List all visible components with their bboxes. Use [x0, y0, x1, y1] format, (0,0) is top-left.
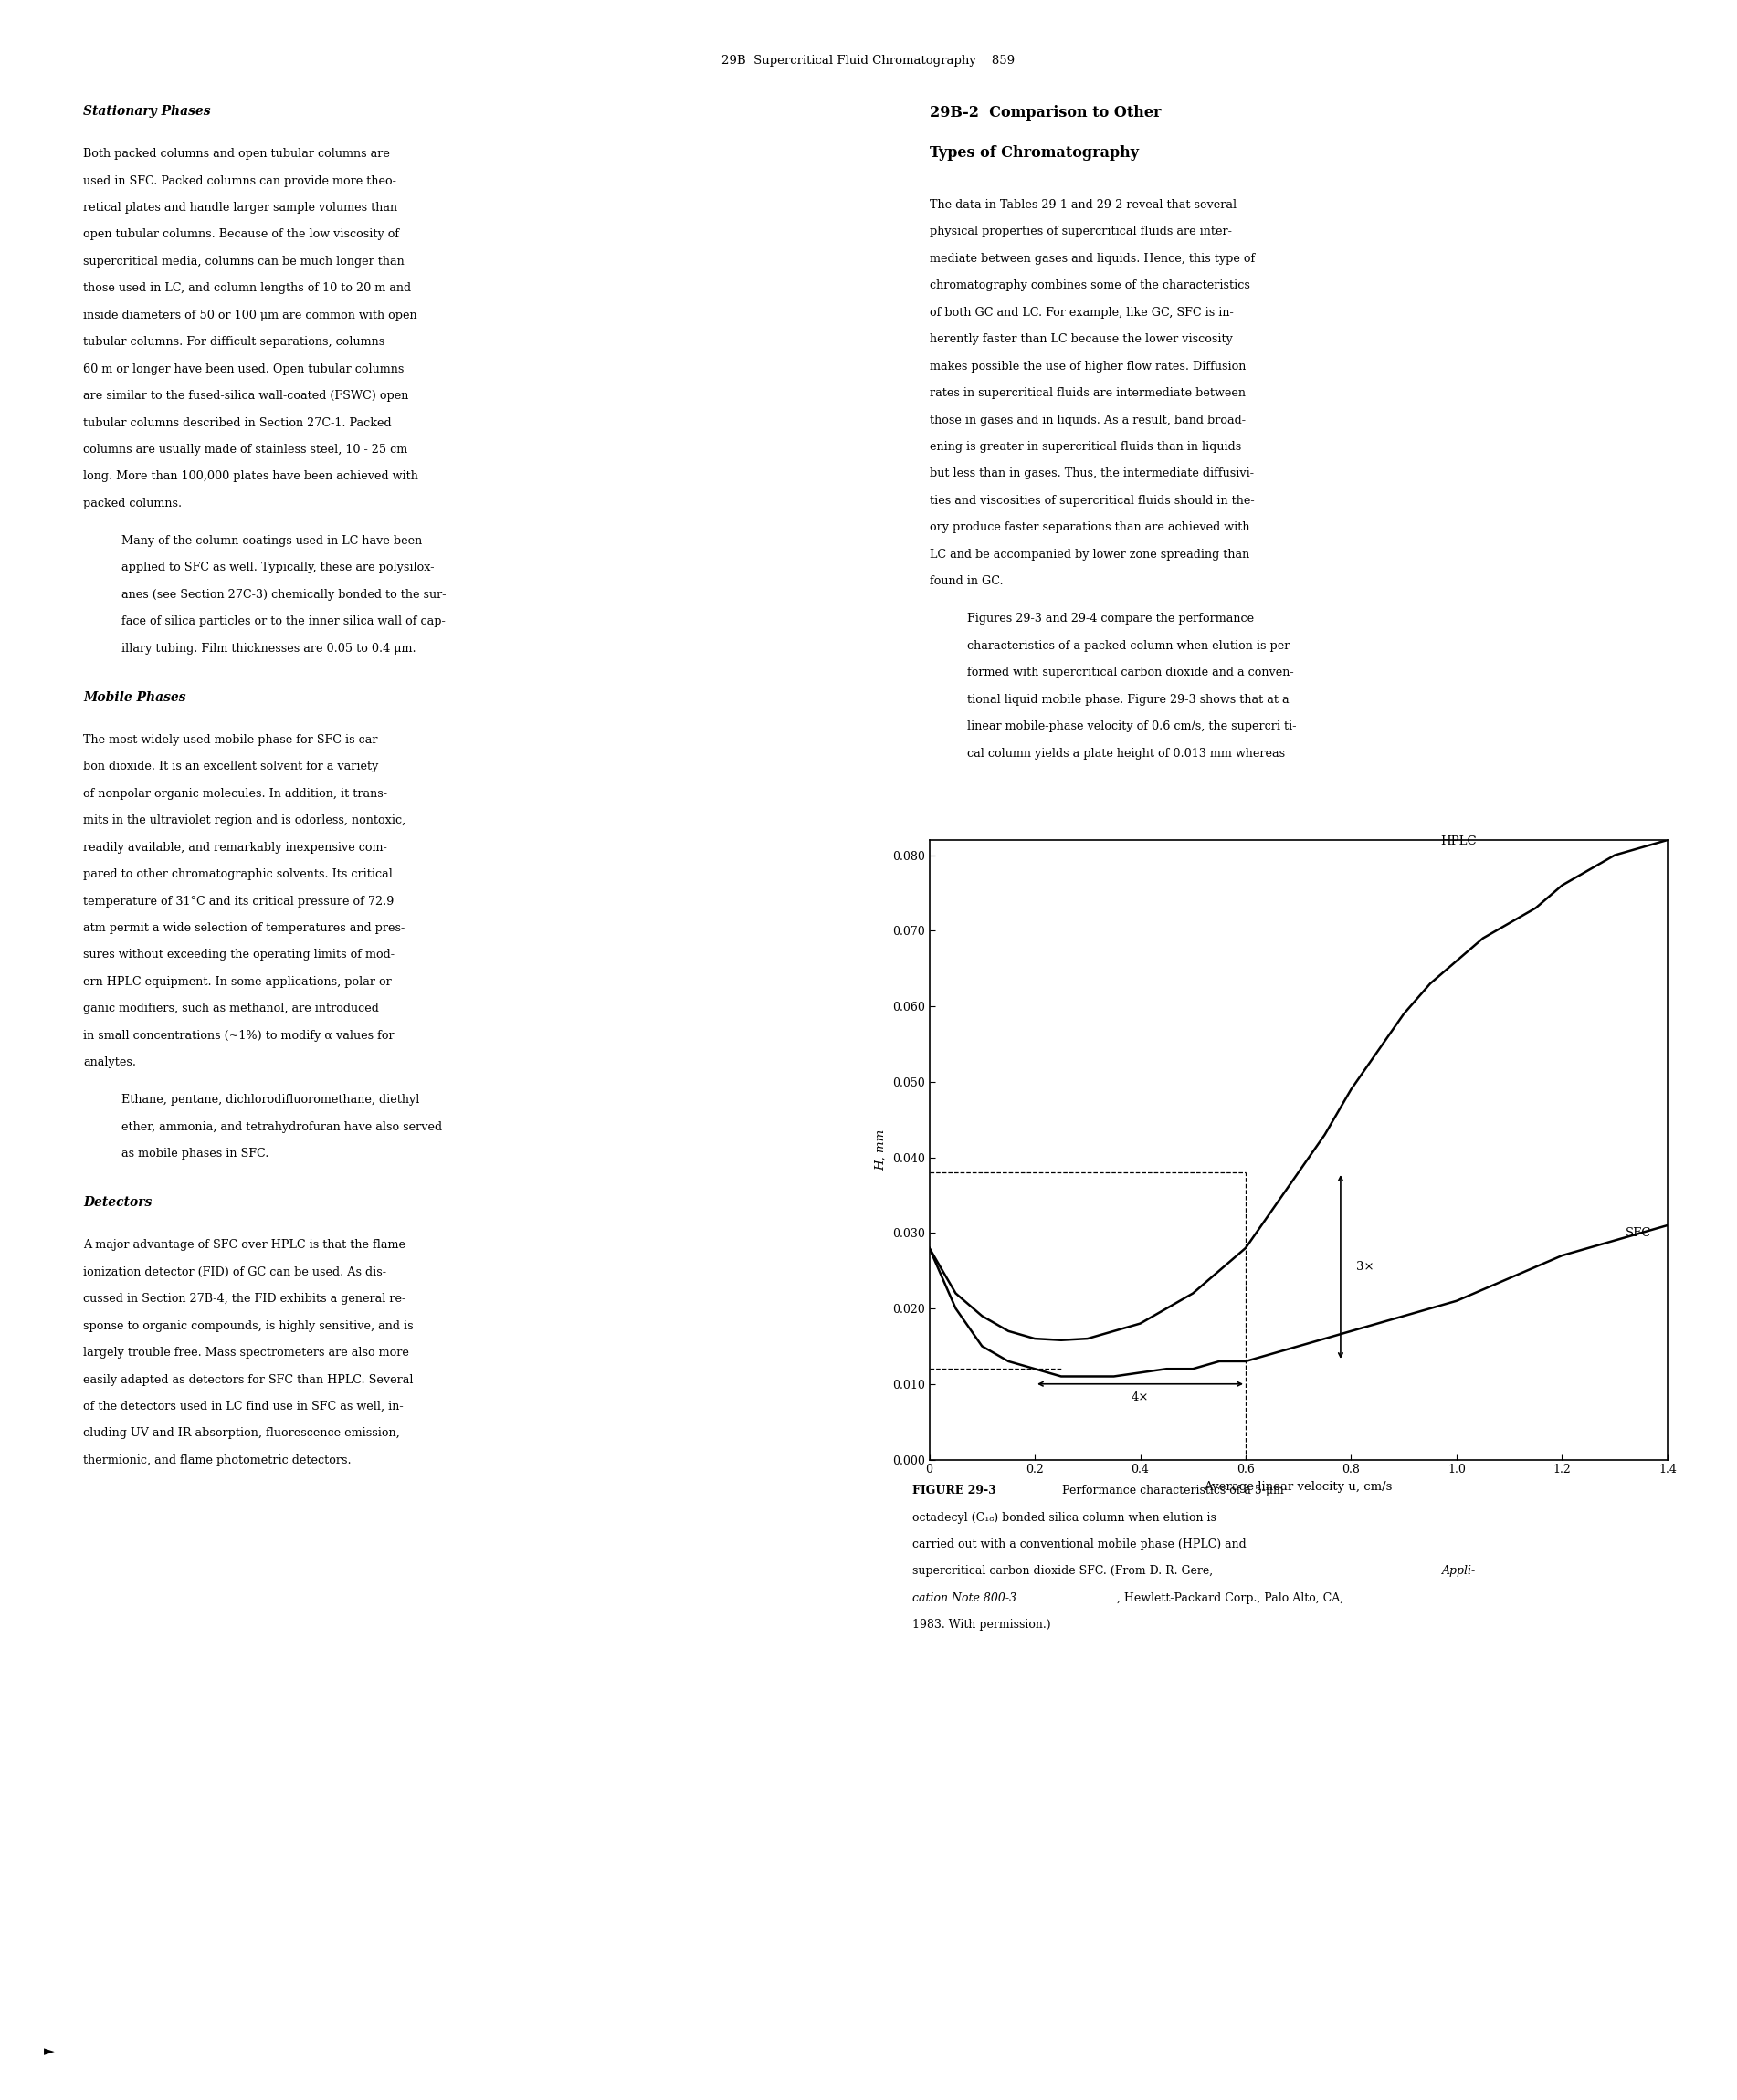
- Text: , Hewlett-Packard Corp., Palo Alto, CA,: , Hewlett-Packard Corp., Palo Alto, CA,: [1117, 1592, 1343, 1604]
- Text: Appli-: Appli-: [1442, 1564, 1476, 1577]
- Text: readily available, and remarkably inexpensive com-: readily available, and remarkably inexpe…: [83, 842, 387, 853]
- Text: octadecyl (C₁₈) bonded silica column when elution is: octadecyl (C₁₈) bonded silica column whe…: [912, 1512, 1216, 1522]
- Text: herently faster than LC because the lower viscosity: herently faster than LC because the lowe…: [929, 334, 1232, 344]
- Text: The data in Tables 29-1 and 29-2 reveal that several: The data in Tables 29-1 and 29-2 reveal …: [929, 200, 1237, 210]
- Text: of the detectors used in LC find use in SFC as well, in-: of the detectors used in LC find use in …: [83, 1401, 403, 1413]
- Text: applied to SFC as well. Typically, these are polysilox-: applied to SFC as well. Typically, these…: [122, 563, 434, 573]
- Text: SFC: SFC: [1626, 1226, 1652, 1239]
- Text: cal column yields a plate height of 0.013 mm whereas: cal column yields a plate height of 0.01…: [968, 748, 1285, 760]
- Text: Detectors: Detectors: [83, 1197, 153, 1210]
- Text: Mobile Phases: Mobile Phases: [83, 691, 186, 704]
- Text: Stationary Phases: Stationary Phases: [83, 105, 210, 118]
- Text: characteristics of a packed column when elution is per-: characteristics of a packed column when …: [968, 640, 1294, 651]
- Text: supercritical carbon dioxide SFC. (From D. R. Gere,: supercritical carbon dioxide SFC. (From …: [912, 1564, 1216, 1577]
- Text: 29B  Supercritical Fluid Chromatography    859: 29B Supercritical Fluid Chromatography 8…: [723, 55, 1014, 67]
- Text: sponse to organic compounds, is highly sensitive, and is: sponse to organic compounds, is highly s…: [83, 1321, 413, 1331]
- Text: inside diameters of 50 or 100 μm are common with open: inside diameters of 50 or 100 μm are com…: [83, 309, 417, 321]
- Text: Many of the column coatings used in LC have been: Many of the column coatings used in LC h…: [122, 536, 422, 546]
- Text: those in gases and in liquids. As a result, band broad-: those in gases and in liquids. As a resu…: [929, 414, 1245, 426]
- Text: bon dioxide. It is an excellent solvent for a variety: bon dioxide. It is an excellent solvent …: [83, 760, 379, 773]
- Text: found in GC.: found in GC.: [929, 575, 1002, 588]
- Text: 1983. With permission.): 1983. With permission.): [912, 1619, 1051, 1632]
- Text: formed with supercritical carbon dioxide and a conven-: formed with supercritical carbon dioxide…: [968, 668, 1294, 678]
- Text: Figures 29-3 and 29-4 compare the performance: Figures 29-3 and 29-4 compare the perfor…: [968, 613, 1254, 626]
- Text: Ethane, pentane, dichlorodifluoromethane, diethyl: Ethane, pentane, dichlorodifluoromethane…: [122, 1094, 420, 1107]
- Text: ory produce faster separations than are achieved with: ory produce faster separations than are …: [929, 521, 1249, 533]
- Text: ►: ►: [43, 2043, 54, 2058]
- Text: face of silica particles or to the inner silica wall of cap-: face of silica particles or to the inner…: [122, 615, 446, 628]
- Text: ionization detector (FID) of GC can be used. As dis-: ionization detector (FID) of GC can be u…: [83, 1266, 387, 1279]
- Text: mediate between gases and liquids. Hence, this type of: mediate between gases and liquids. Hence…: [929, 252, 1254, 265]
- Text: physical properties of supercritical fluids are inter-: physical properties of supercritical flu…: [929, 227, 1232, 237]
- Text: of nonpolar organic molecules. In addition, it trans-: of nonpolar organic molecules. In additi…: [83, 788, 387, 800]
- Text: supercritical media, columns can be much longer than: supercritical media, columns can be much…: [83, 256, 405, 267]
- Text: 4×: 4×: [1131, 1392, 1150, 1403]
- Text: used in SFC. Packed columns can provide more theo-: used in SFC. Packed columns can provide …: [83, 174, 396, 187]
- Text: chromatography combines some of the characteristics: chromatography combines some of the char…: [929, 279, 1249, 292]
- Text: Both packed columns and open tubular columns are: Both packed columns and open tubular col…: [83, 147, 391, 160]
- Text: HPLC: HPLC: [1440, 836, 1476, 848]
- Text: are similar to the fused-silica wall-coated (FSWC) open: are similar to the fused-silica wall-coa…: [83, 391, 408, 401]
- Text: cation Note 800-3: cation Note 800-3: [912, 1592, 1016, 1604]
- Text: carried out with a conventional mobile phase (HPLC) and: carried out with a conventional mobile p…: [912, 1539, 1245, 1550]
- Text: open tubular columns. Because of the low viscosity of: open tubular columns. Because of the low…: [83, 229, 400, 242]
- Text: Performance characteristics of a 5-μm: Performance characteristics of a 5-μm: [1054, 1485, 1284, 1497]
- X-axis label: Average linear velocity u, cm/s: Average linear velocity u, cm/s: [1204, 1480, 1393, 1493]
- Text: ether, ammonia, and tetrahydrofuran have also served: ether, ammonia, and tetrahydrofuran have…: [122, 1121, 443, 1132]
- Text: tional liquid mobile phase. Figure 29-3 shows that at a: tional liquid mobile phase. Figure 29-3 …: [968, 693, 1289, 706]
- Text: columns are usually made of stainless steel, 10 - 25 cm: columns are usually made of stainless st…: [83, 443, 408, 456]
- Text: FIGURE 29-3: FIGURE 29-3: [912, 1485, 995, 1497]
- Text: mits in the ultraviolet region and is odorless, nontoxic,: mits in the ultraviolet region and is od…: [83, 815, 406, 827]
- Text: sures without exceeding the operating limits of mod-: sures without exceeding the operating li…: [83, 949, 394, 962]
- Text: easily adapted as detectors for SFC than HPLC. Several: easily adapted as detectors for SFC than…: [83, 1373, 413, 1386]
- Text: ganic modifiers, such as methanol, are introduced: ganic modifiers, such as methanol, are i…: [83, 1004, 379, 1014]
- Text: pared to other chromatographic solvents. Its critical: pared to other chromatographic solvents.…: [83, 869, 393, 880]
- Text: as mobile phases in SFC.: as mobile phases in SFC.: [122, 1149, 269, 1159]
- Text: Types of Chromatography: Types of Chromatography: [929, 145, 1138, 162]
- Text: tubular columns described in Section 27C-1. Packed: tubular columns described in Section 27C…: [83, 416, 393, 428]
- Text: largely trouble free. Mass spectrometers are also more: largely trouble free. Mass spectrometers…: [83, 1346, 410, 1359]
- Text: atm permit a wide selection of temperatures and pres-: atm permit a wide selection of temperatu…: [83, 922, 405, 934]
- Text: in small concentrations (~1%) to modify α values for: in small concentrations (~1%) to modify …: [83, 1029, 394, 1042]
- Text: cluding UV and IR absorption, fluorescence emission,: cluding UV and IR absorption, fluorescen…: [83, 1428, 400, 1438]
- Text: packed columns.: packed columns.: [83, 498, 182, 510]
- Text: LC and be accompanied by lower zone spreading than: LC and be accompanied by lower zone spre…: [929, 548, 1249, 561]
- Text: cussed in Section 27B-4, the FID exhibits a general re-: cussed in Section 27B-4, the FID exhibit…: [83, 1294, 406, 1304]
- Text: ties and viscosities of supercritical fluids should in the-: ties and viscosities of supercritical fl…: [929, 496, 1254, 506]
- Text: anes (see Section 27C-3) chemically bonded to the sur-: anes (see Section 27C-3) chemically bond…: [122, 588, 446, 601]
- Text: retical plates and handle larger sample volumes than: retical plates and handle larger sample …: [83, 202, 398, 214]
- Text: temperature of 31°C and its critical pressure of 72.9: temperature of 31°C and its critical pre…: [83, 895, 394, 907]
- Y-axis label: H, mm: H, mm: [875, 1130, 888, 1170]
- Text: illary tubing. Film thicknesses are 0.05 to 0.4 μm.: illary tubing. Film thicknesses are 0.05…: [122, 643, 417, 655]
- Text: analytes.: analytes.: [83, 1056, 135, 1069]
- Text: of both GC and LC. For example, like GC, SFC is in-: of both GC and LC. For example, like GC,…: [929, 307, 1233, 319]
- Text: rates in supercritical fluids are intermediate between: rates in supercritical fluids are interm…: [929, 386, 1245, 399]
- Text: long. More than 100,000 plates have been achieved with: long. More than 100,000 plates have been…: [83, 470, 419, 483]
- Text: those used in LC, and column lengths of 10 to 20 m and: those used in LC, and column lengths of …: [83, 281, 412, 294]
- Text: 29B-2  Comparison to Other: 29B-2 Comparison to Other: [929, 105, 1160, 120]
- Text: 60 m or longer have been used. Open tubular columns: 60 m or longer have been used. Open tubu…: [83, 363, 405, 376]
- Text: makes possible the use of higher flow rates. Diffusion: makes possible the use of higher flow ra…: [929, 361, 1245, 372]
- Text: ern HPLC equipment. In some applications, polar or-: ern HPLC equipment. In some applications…: [83, 976, 396, 987]
- Text: 3×: 3×: [1357, 1260, 1374, 1273]
- Text: The most widely used mobile phase for SFC is car-: The most widely used mobile phase for SF…: [83, 735, 382, 746]
- Text: tubular columns. For difficult separations, columns: tubular columns. For difficult separatio…: [83, 336, 386, 349]
- Text: ening is greater in supercritical fluids than in liquids: ening is greater in supercritical fluids…: [929, 441, 1240, 454]
- Text: but less than in gases. Thus, the intermediate diffusivi-: but less than in gases. Thus, the interm…: [929, 468, 1254, 479]
- Text: A major advantage of SFC over HPLC is that the flame: A major advantage of SFC over HPLC is th…: [83, 1239, 406, 1252]
- Text: thermionic, and flame photometric detectors.: thermionic, and flame photometric detect…: [83, 1455, 351, 1466]
- Text: linear mobile-phase velocity of 0.6 cm/s, the supercri ti-: linear mobile-phase velocity of 0.6 cm/s…: [968, 720, 1298, 733]
